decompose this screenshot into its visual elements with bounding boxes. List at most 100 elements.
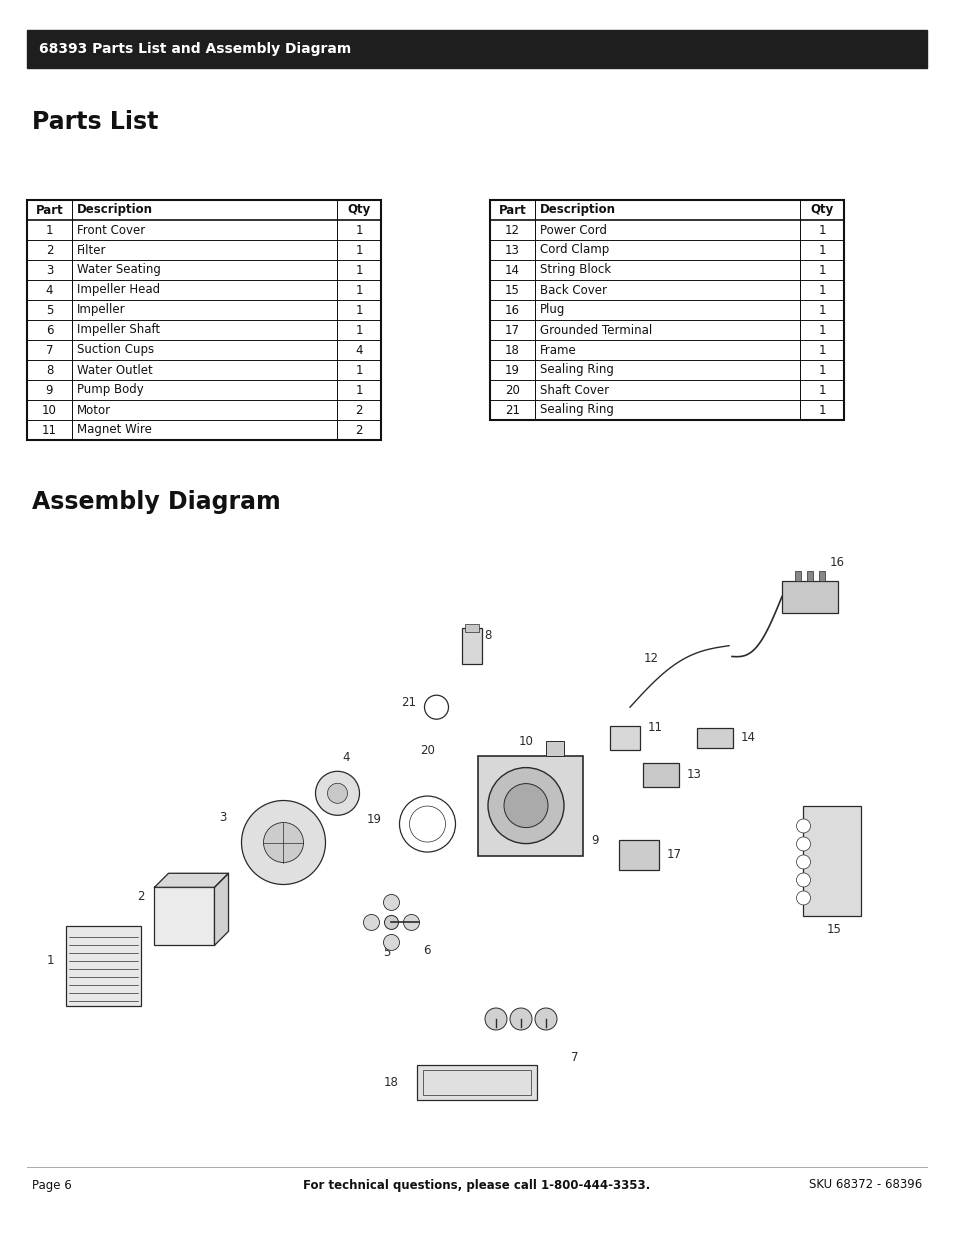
Text: 6: 6: [46, 324, 53, 336]
Text: SKU 68372 - 68396: SKU 68372 - 68396: [808, 1178, 921, 1192]
Text: 1: 1: [818, 243, 825, 257]
Text: 12: 12: [504, 224, 519, 236]
Text: Front Cover: Front Cover: [77, 224, 145, 236]
Text: 17: 17: [666, 848, 681, 861]
Text: Sealing Ring: Sealing Ring: [539, 404, 613, 416]
Text: Sealing Ring: Sealing Ring: [539, 363, 613, 377]
Bar: [154, 887, 214, 945]
Text: 4: 4: [355, 343, 362, 357]
Text: 1: 1: [355, 243, 362, 257]
Text: 3: 3: [219, 811, 226, 824]
Circle shape: [796, 855, 810, 869]
Text: 18: 18: [504, 343, 519, 357]
Text: 19: 19: [504, 363, 519, 377]
Circle shape: [796, 873, 810, 887]
Polygon shape: [154, 873, 229, 887]
Text: 21: 21: [504, 404, 519, 416]
Circle shape: [383, 894, 399, 910]
Text: 11: 11: [647, 721, 661, 735]
Text: 4: 4: [342, 751, 350, 763]
Text: 16: 16: [829, 556, 844, 568]
Text: Qty: Qty: [347, 204, 370, 216]
Text: 21: 21: [401, 695, 416, 709]
Bar: [610, 726, 639, 750]
Bar: [478, 756, 583, 856]
Text: For technical questions, please call 1-800-444-3353.: For technical questions, please call 1-8…: [303, 1178, 650, 1192]
Polygon shape: [214, 873, 229, 945]
Text: 8: 8: [46, 363, 53, 377]
Circle shape: [384, 915, 398, 930]
Text: 2: 2: [46, 243, 53, 257]
Bar: [781, 580, 837, 613]
Text: Assembly Diagram: Assembly Diagram: [32, 490, 280, 514]
Text: 1: 1: [818, 263, 825, 277]
Text: 3: 3: [46, 263, 53, 277]
Text: 14: 14: [740, 731, 755, 745]
Text: 5: 5: [46, 304, 53, 316]
Text: 15: 15: [826, 924, 841, 936]
Text: 1: 1: [818, 343, 825, 357]
Text: 1: 1: [355, 324, 362, 336]
Text: Plug: Plug: [539, 304, 565, 316]
Text: 20: 20: [420, 745, 435, 757]
Text: 1: 1: [818, 284, 825, 296]
Text: 1: 1: [355, 384, 362, 396]
Text: 9: 9: [591, 834, 598, 847]
Circle shape: [796, 819, 810, 832]
Text: Frame: Frame: [539, 343, 577, 357]
Text: 1: 1: [47, 953, 54, 967]
Text: 16: 16: [504, 304, 519, 316]
Circle shape: [241, 800, 325, 884]
Text: Water Outlet: Water Outlet: [77, 363, 152, 377]
Circle shape: [263, 823, 303, 862]
Bar: [806, 571, 812, 580]
Text: 1: 1: [355, 224, 362, 236]
Text: Cord Clamp: Cord Clamp: [539, 243, 609, 257]
Bar: [462, 627, 482, 663]
Text: 2: 2: [355, 424, 362, 436]
Bar: [802, 806, 861, 916]
Circle shape: [484, 1008, 506, 1030]
Bar: [490, 200, 843, 420]
Bar: [643, 763, 679, 787]
Text: Impeller Head: Impeller Head: [77, 284, 160, 296]
Text: 9: 9: [46, 384, 53, 396]
Circle shape: [315, 772, 359, 815]
Bar: [618, 840, 659, 869]
Text: 14: 14: [504, 263, 519, 277]
Text: 6: 6: [422, 944, 430, 957]
Text: Motor: Motor: [77, 404, 111, 416]
Bar: [66, 925, 141, 1005]
Text: 2: 2: [355, 404, 362, 416]
Text: Back Cover: Back Cover: [539, 284, 606, 296]
Text: 12: 12: [643, 652, 658, 664]
Text: 1: 1: [818, 304, 825, 316]
Text: Description: Description: [77, 204, 152, 216]
Text: 1: 1: [355, 284, 362, 296]
Text: Suction Cups: Suction Cups: [77, 343, 154, 357]
Text: 7: 7: [571, 1051, 578, 1065]
Bar: [697, 727, 733, 748]
Text: 1: 1: [818, 363, 825, 377]
Circle shape: [510, 1008, 532, 1030]
Text: 17: 17: [504, 324, 519, 336]
Text: 1: 1: [355, 263, 362, 277]
Text: 7: 7: [46, 343, 53, 357]
Circle shape: [363, 914, 379, 930]
Circle shape: [488, 768, 563, 844]
Text: Page 6: Page 6: [32, 1178, 71, 1192]
Circle shape: [796, 837, 810, 851]
Text: 1: 1: [46, 224, 53, 236]
Text: 1: 1: [355, 363, 362, 377]
Text: 68393 Parts List and Assembly Diagram: 68393 Parts List and Assembly Diagram: [39, 42, 351, 56]
Text: 1: 1: [818, 384, 825, 396]
Bar: [465, 624, 479, 631]
Text: 1: 1: [818, 324, 825, 336]
Text: Description: Description: [539, 204, 616, 216]
Text: Grounded Terminal: Grounded Terminal: [539, 324, 652, 336]
Text: Impeller Shaft: Impeller Shaft: [77, 324, 160, 336]
Text: Pump Body: Pump Body: [77, 384, 144, 396]
Text: Magnet Wire: Magnet Wire: [77, 424, 152, 436]
Text: 2: 2: [137, 889, 144, 903]
Text: Filter: Filter: [77, 243, 107, 257]
